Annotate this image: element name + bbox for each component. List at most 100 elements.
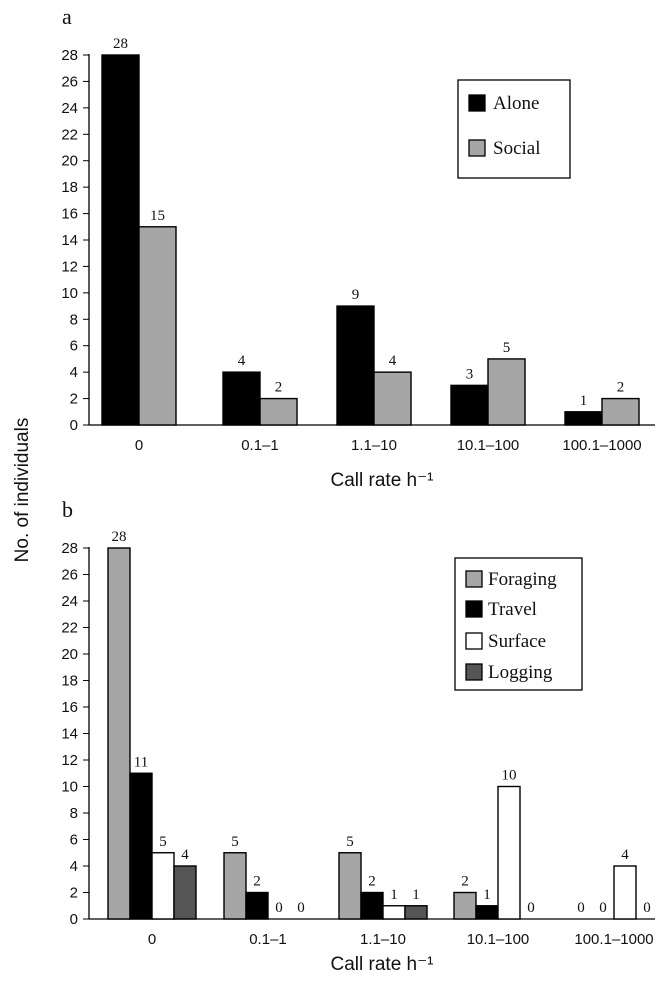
data-label: 9	[352, 287, 360, 303]
y-tick-label: 6	[70, 832, 78, 849]
legend-label-social: Social	[493, 138, 541, 159]
y-tick-label: 28	[61, 540, 78, 557]
y-tick-label: 14	[61, 232, 78, 249]
y-tick-label: 2	[70, 885, 78, 902]
y-tick-label: 10	[61, 779, 78, 796]
legend-label-logging: Logging	[488, 662, 553, 683]
y-tick-label: 24	[61, 593, 78, 610]
data-label: 5	[503, 340, 511, 356]
legend: Alone Social	[457, 79, 571, 179]
bar-social	[138, 226, 177, 426]
legend-label-travel: Travel	[488, 599, 537, 620]
legend-swatch-surface	[465, 632, 483, 650]
y-tick-label: 22	[61, 126, 78, 143]
y-tick-label: 16	[61, 699, 78, 716]
bar-travel	[129, 772, 153, 920]
bar-foraging	[453, 891, 477, 920]
y-tick-label: 4	[70, 364, 78, 381]
y-tick-label: 6	[70, 338, 78, 355]
panel-letter: a	[62, 4, 72, 29]
y-tick-label: 0	[70, 417, 78, 434]
x-tick-label: 10.1–100	[467, 931, 530, 948]
data-label: 1	[483, 887, 491, 903]
y-tick-label: 20	[61, 646, 78, 663]
bar-social	[487, 358, 526, 426]
y-tick-label: 12	[61, 752, 78, 769]
panel-letter: b	[62, 497, 73, 522]
bar-alone	[101, 54, 140, 426]
chart-panel-a: a024681012141618202224262828150420.1–194…	[61, 4, 655, 491]
data-label: 0	[577, 900, 585, 916]
data-label: 0	[643, 900, 651, 916]
y-tick-label: 12	[61, 258, 78, 275]
legend-label-foraging: Foraging	[488, 569, 557, 590]
x-tick-label: 100.1–1000	[574, 931, 653, 948]
y-tick-label: 18	[61, 179, 78, 196]
bar-foraging	[338, 852, 362, 920]
data-label: 1	[390, 887, 398, 903]
y-tick-label: 24	[61, 100, 78, 117]
y-tick-label: 8	[70, 805, 78, 822]
bar-surface	[613, 865, 637, 920]
bar-alone	[336, 305, 375, 426]
y-tick-label: 18	[61, 673, 78, 690]
data-label: 0	[297, 900, 305, 916]
y-tick-label: 14	[61, 726, 78, 743]
x-tick-label: 10.1–100	[457, 437, 520, 454]
bar-travel	[245, 891, 269, 920]
x-axis-title: Call rate h⁻¹	[331, 954, 434, 975]
bar-logging	[173, 865, 197, 920]
data-label: 28	[112, 529, 127, 545]
data-label: 4	[181, 847, 189, 863]
y-tick-label: 28	[61, 47, 78, 64]
data-label: 5	[346, 834, 354, 850]
data-label: 2	[368, 874, 376, 890]
data-label: 10	[502, 768, 517, 784]
bar-surface	[382, 905, 406, 920]
y-tick-label: 26	[61, 567, 78, 584]
data-label: 0	[527, 900, 535, 916]
legend-label-surface: Surface	[488, 631, 546, 652]
y-tick-label: 16	[61, 206, 78, 223]
bar-travel	[475, 905, 499, 920]
x-tick-label: 0.1–1	[241, 437, 279, 454]
bar-social	[259, 397, 298, 426]
data-label: 0	[275, 900, 283, 916]
bar-alone	[450, 384, 489, 426]
y-tick-label: 4	[70, 858, 78, 875]
data-label: 1	[412, 887, 420, 903]
x-axis-title: Call rate h⁻¹	[331, 470, 434, 491]
data-label: 0	[599, 900, 607, 916]
legend-label-alone: Alone	[493, 93, 539, 114]
data-label: 5	[231, 834, 239, 850]
data-label: 2	[461, 874, 469, 890]
data-label: 11	[134, 754, 148, 770]
data-label: 3	[466, 366, 474, 382]
y-tick-label: 22	[61, 620, 78, 637]
legend-swatch-foraging	[465, 570, 483, 588]
data-label: 1	[580, 393, 588, 409]
data-label: 4	[238, 353, 246, 369]
data-label: 4	[621, 847, 629, 863]
bar-surface	[497, 785, 521, 920]
data-label: 2	[253, 874, 261, 890]
x-tick-label: 0	[135, 437, 143, 454]
y-tick-label: 8	[70, 311, 78, 328]
legend: Foraging Travel Surface Logging	[454, 557, 583, 691]
data-label: 2	[275, 380, 283, 396]
x-tick-label: 1.1–10	[360, 931, 406, 948]
x-tick-label: 100.1–1000	[562, 437, 641, 454]
y-tick-label: 2	[70, 391, 78, 408]
bar-foraging	[107, 547, 131, 920]
x-tick-label: 0.1–1	[249, 931, 287, 948]
y-tick-label: 10	[61, 285, 78, 302]
x-tick-label: 1.1–10	[351, 437, 397, 454]
y-tick-label: 20	[61, 153, 78, 170]
y-tick-label: 0	[70, 911, 78, 928]
bar-surface	[151, 852, 175, 920]
legend-box	[457, 79, 571, 179]
y-tick-label: 26	[61, 73, 78, 90]
bar-alone	[564, 411, 603, 426]
